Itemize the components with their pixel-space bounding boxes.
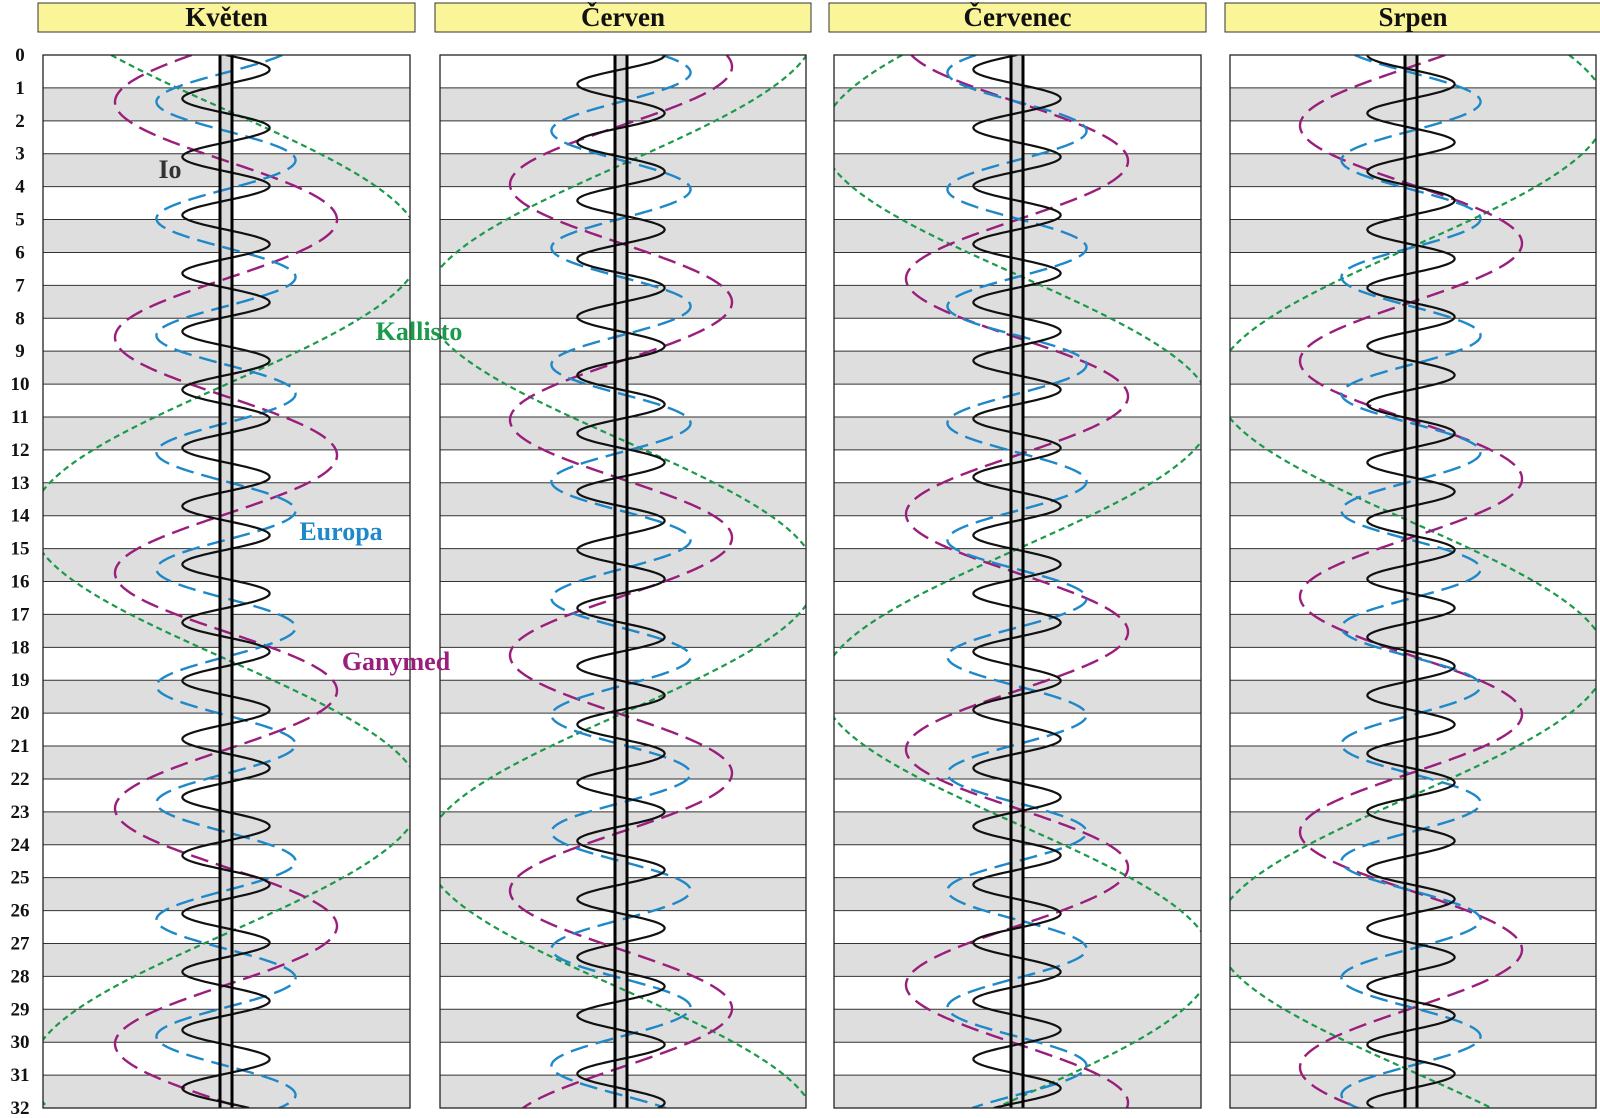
y-tick-label: 7 xyxy=(15,275,25,296)
panel-border xyxy=(1229,54,1597,1109)
y-tick-label: 32 xyxy=(11,1098,30,1118)
series-europa-line xyxy=(155,55,297,1108)
y-tick-label: 12 xyxy=(11,440,30,461)
y-tick-label: 19 xyxy=(11,670,30,691)
y-tick-label: 10 xyxy=(11,374,30,395)
y-tick-label: 13 xyxy=(11,473,30,494)
month-title: Červenec xyxy=(964,2,1072,32)
panel-border xyxy=(439,54,807,1109)
y-tick-label: 17 xyxy=(11,604,31,625)
y-tick-label: 28 xyxy=(11,966,30,987)
y-tick-label: 21 xyxy=(11,736,30,757)
series-kallisto-line xyxy=(440,55,806,1100)
y-tick-label: 15 xyxy=(11,539,30,560)
y-tick-label: 0 xyxy=(15,45,25,66)
series-ganymed-line xyxy=(1298,55,1524,1108)
y-tick-label: 9 xyxy=(15,341,25,362)
y-tick-label: 27 xyxy=(11,933,31,954)
series-europa-line xyxy=(550,55,692,1108)
month-header xyxy=(1224,2,1600,33)
y-tick-label: 26 xyxy=(11,901,30,922)
label-kallisto: Kallisto xyxy=(376,317,463,346)
y-tick-label: 3 xyxy=(15,144,25,165)
label-europa: Europa xyxy=(299,517,382,546)
month-header xyxy=(828,2,1207,33)
series-io-line xyxy=(1366,55,1456,1108)
y-tick-label: 24 xyxy=(11,835,31,856)
month-title: Květen xyxy=(185,2,267,32)
y-tick-label: 14 xyxy=(11,506,31,527)
panel-border xyxy=(42,54,411,1109)
y-tick-label: 6 xyxy=(15,242,25,263)
series-europa-line xyxy=(1340,55,1482,1108)
panel-border xyxy=(833,54,1202,1109)
series-io-line xyxy=(972,55,1062,1108)
month-title: Srpen xyxy=(1378,2,1447,32)
series-io-line xyxy=(181,55,271,1108)
y-tick-label: 20 xyxy=(11,703,30,724)
y-tick-label: 31 xyxy=(11,1065,30,1086)
y-tick-label: 5 xyxy=(15,210,25,231)
month-header xyxy=(37,2,416,33)
series-kallisto-line xyxy=(834,55,1201,1108)
y-tick-label: 4 xyxy=(15,177,25,198)
jupiter-band xyxy=(1405,55,1417,1108)
y-tick-label: 16 xyxy=(11,572,30,593)
y-tick-label: 30 xyxy=(11,1032,30,1053)
y-tick-label: 25 xyxy=(11,868,30,889)
y-tick-label: 8 xyxy=(15,308,25,329)
jupiter-band xyxy=(1011,55,1023,1108)
series-ganymed-line xyxy=(113,55,339,1108)
label-ganymed: Ganymed xyxy=(342,647,451,676)
y-tick-label: 23 xyxy=(11,802,30,823)
month-header xyxy=(434,2,812,33)
y-tick-label: 18 xyxy=(11,637,30,658)
series-kallisto-line xyxy=(1230,55,1596,1108)
y-tick-label: 29 xyxy=(11,999,30,1020)
jupiter-band xyxy=(615,55,627,1108)
month-title: Červen xyxy=(581,2,665,32)
series-io-line xyxy=(576,55,666,1108)
y-tick-label: 11 xyxy=(11,407,29,428)
y-tick-label: 1 xyxy=(15,78,25,99)
y-tick-label: 22 xyxy=(11,769,30,790)
y-tick-label: 2 xyxy=(15,111,25,132)
series-europa-line xyxy=(946,55,1088,1108)
label-io: Io xyxy=(158,155,181,184)
